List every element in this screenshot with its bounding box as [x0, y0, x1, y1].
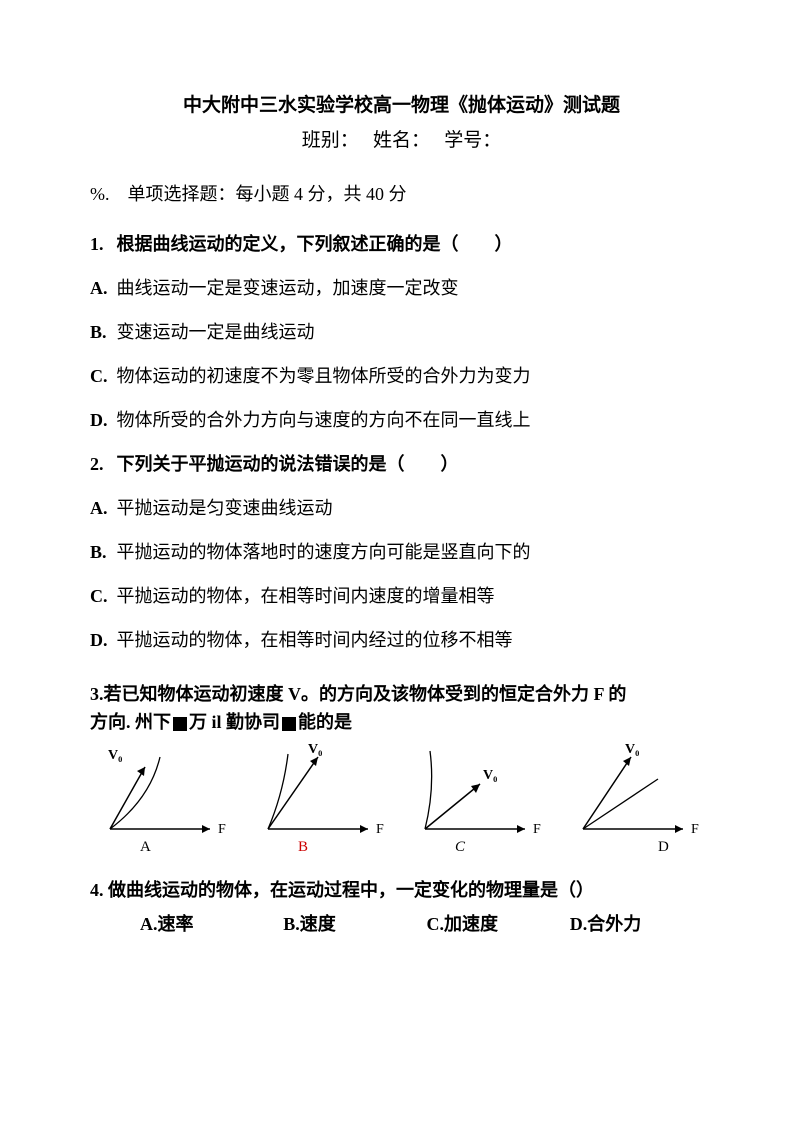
q3-line2: 方向. 州下万 il 勤协司能的是 — [90, 710, 713, 734]
q4-stem: 4. 做曲线运动的物体，在运动过程中，一定变化的物理量是（） — [90, 877, 713, 904]
q1-text: 根据曲线运动的定义，下列叙述正确的是（ ） — [117, 234, 513, 254]
block-icon — [173, 717, 187, 731]
q1-option-a: A. 曲线运动一定是变速运动，加速度一定改变 — [90, 274, 713, 300]
q3-figure-d: V₀ F D — [563, 739, 713, 859]
q1-stem: 1. 根据曲线运动的定义，下列叙述正确的是（ ） — [90, 230, 713, 256]
q4-number: 4. — [90, 880, 104, 900]
q4-text: 做曲线运动的物体，在运动过程中，一定变化的物理量是（） — [108, 880, 594, 900]
block-icon — [282, 717, 296, 731]
page-title: 中大附中三水实验学校高一物理《抛体运动》测试题 — [90, 90, 713, 117]
id-label: 学号： — [444, 130, 501, 151]
fig-c-label: C — [455, 839, 466, 855]
q4-option-c: C.加速度 — [427, 910, 570, 936]
fig-b-label: B — [298, 839, 308, 855]
class-label: 班别： — [302, 130, 350, 151]
q3-line1: 3.若已知物体运动初速度 V。的方向及该物体受到的恒定合外力 F 的 — [90, 682, 713, 706]
q2-option-b: B. 平抛运动的物体落地时的速度方向可能是竖直向下的 — [90, 538, 713, 564]
q2-option-a: A. 平抛运动是匀变速曲线运动 — [90, 494, 713, 520]
f-label: F — [376, 822, 384, 837]
q2-number: 2. — [90, 454, 112, 475]
q3-figure-b: V₀ F B — [248, 739, 398, 859]
q4-option-b: B.速度 — [283, 910, 426, 936]
f-label: F — [691, 822, 699, 837]
q3-figures: V₀ F A V₀ F — [90, 739, 713, 859]
v0-label: V₀ — [308, 742, 322, 757]
q3-figure-c: V₀ F C — [405, 739, 555, 859]
q1-option-c: C. 物体运动的初速度不为零且物体所受的合外力为变力 — [90, 362, 713, 388]
q2-option-c: C. 平抛运动的物体，在相等时间内速度的增量相等 — [90, 582, 713, 608]
name-label: 姓名： — [373, 130, 421, 151]
q2-text: 下列关于平抛运动的说法错误的是（ ） — [117, 454, 459, 474]
v0-label: V₀ — [625, 742, 639, 757]
q4-option-d: D.合外力 — [570, 910, 713, 936]
q2-option-d: D. 平抛运动的物体，在相等时间内经过的位移不相等 — [90, 626, 713, 652]
f-label: F — [533, 822, 541, 837]
q4-options: A.速率 B.速度 C.加速度 D.合外力 — [90, 910, 713, 936]
q3-figure-a: V₀ F A — [90, 739, 240, 859]
v0-label: V₀ — [108, 748, 122, 763]
fig-d-label: D — [658, 839, 669, 855]
student-info: 班别： 姓名： 学号： — [90, 125, 713, 152]
q1-option-b: B. 变速运动一定是曲线运动 — [90, 318, 713, 344]
q1-number: 1. — [90, 234, 112, 255]
page: 中大附中三水实验学校高一物理《抛体运动》测试题 班别： 姓名： 学号： %. 单… — [0, 0, 793, 1122]
f-label: F — [218, 822, 226, 837]
q4-option-a: A.速率 — [140, 910, 283, 936]
v0-label: V₀ — [483, 768, 497, 783]
q2-stem: 2. 下列关于平抛运动的说法错误的是（ ） — [90, 450, 713, 476]
section-heading: %. 单项选择题：每小题 4 分，共 40 分 — [90, 180, 713, 206]
q1-option-d: D. 物体所受的合外力方向与速度的方向不在同一直线上 — [90, 406, 713, 432]
fig-a-label: A — [140, 839, 151, 855]
